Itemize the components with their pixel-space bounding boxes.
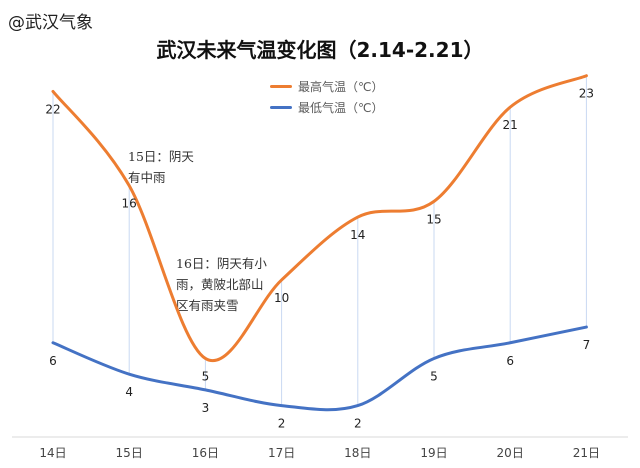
series-line-high bbox=[51, 74, 588, 363]
data-label-high: 10 bbox=[274, 291, 289, 305]
data-label-low: 6 bbox=[49, 354, 57, 368]
legend: 最高气温（℃） 最低气温（℃） bbox=[270, 76, 383, 118]
legend-item-high: 最高气温（℃） bbox=[270, 76, 383, 97]
data-label-high: 14 bbox=[350, 228, 365, 242]
x-tick-label: 20日 bbox=[497, 446, 524, 460]
legend-item-low: 最低气温（℃） bbox=[270, 97, 383, 118]
legend-label-high: 最高气温（℃） bbox=[298, 80, 384, 94]
data-label-low: 4 bbox=[125, 385, 133, 399]
x-tick-label: 21日 bbox=[573, 446, 600, 460]
legend-swatch-high bbox=[270, 85, 292, 88]
data-label-high: 5 bbox=[202, 369, 210, 383]
data-label-low: 7 bbox=[583, 338, 591, 352]
watermark: @武汉气象 bbox=[8, 13, 93, 33]
data-label-high: 21 bbox=[503, 118, 518, 132]
data-label-low: 3 bbox=[202, 401, 210, 415]
x-tick-label: 17日 bbox=[268, 446, 295, 460]
data-label-high: 16 bbox=[122, 197, 137, 211]
data-label-high: 22 bbox=[45, 102, 60, 116]
data-label-high: 15 bbox=[426, 212, 441, 226]
legend-label-low: 最低气温（℃） bbox=[298, 101, 384, 115]
annotation-15: 15日：阴天 有中雨 bbox=[128, 149, 194, 185]
legend-swatch-low bbox=[270, 106, 292, 109]
data-label-low: 5 bbox=[430, 369, 438, 383]
annotation-16: 16日：阴天有小 雨，黄陂北部山 区有雨夹雪 bbox=[176, 256, 267, 313]
x-tick-label: 16日 bbox=[192, 446, 219, 460]
x-tick-label: 14日 bbox=[39, 446, 66, 460]
data-label-low: 2 bbox=[354, 417, 362, 431]
x-tick-label: 18日 bbox=[344, 446, 371, 460]
chart-title: 武汉未来气温变化图（2.14-2.21） bbox=[156, 38, 484, 62]
data-label-low: 2 bbox=[278, 417, 286, 431]
data-label-high: 23 bbox=[579, 87, 594, 101]
data-label-low: 6 bbox=[506, 354, 514, 368]
series-line-low bbox=[51, 325, 588, 412]
x-tick-label: 15日 bbox=[116, 446, 143, 460]
x-tick-label: 19日 bbox=[420, 446, 447, 460]
